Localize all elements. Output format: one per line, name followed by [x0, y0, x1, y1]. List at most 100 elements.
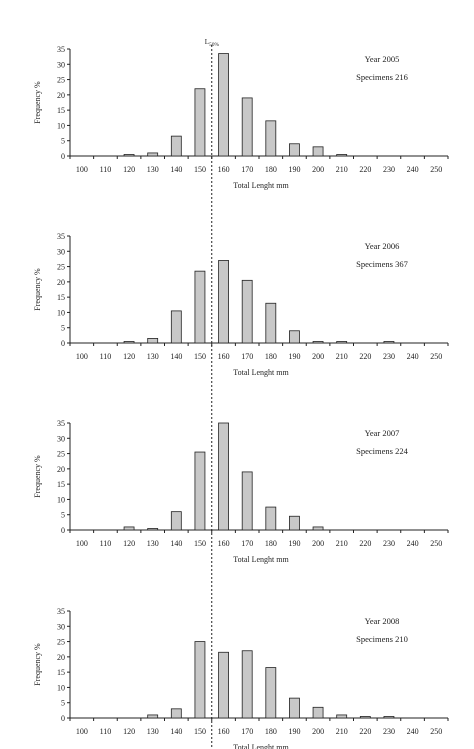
bar — [289, 330, 300, 344]
x-axis-label: Total Lenght mm — [233, 181, 289, 190]
annotation-year: Year 2006 — [365, 241, 400, 251]
y-tick-label: 15 — [57, 480, 65, 489]
x-tick-label: 180 — [265, 727, 277, 736]
x-tick-label: 230 — [383, 165, 395, 174]
x-tick-label: 180 — [265, 352, 277, 361]
y-tick-label: 0 — [61, 339, 65, 348]
bar — [218, 260, 229, 344]
bar — [336, 714, 348, 719]
x-tick-label: 110 — [100, 165, 112, 174]
x-axis-label: Total Lenght mm — [233, 368, 289, 377]
y-tick-label: 25 — [57, 76, 65, 85]
x-tick-label: 230 — [383, 727, 395, 736]
x-tick-label: 210 — [336, 727, 348, 736]
y-tick-label: 35 — [57, 419, 65, 428]
bar — [241, 471, 253, 531]
bar — [147, 528, 159, 531]
y-tick-label: 30 — [57, 622, 65, 631]
x-axis-label: Total Lenght mm — [233, 743, 289, 749]
x-tick-label: 130 — [147, 352, 159, 361]
x-tick-label: 130 — [147, 727, 159, 736]
x-tick-label: 160 — [218, 727, 230, 736]
x-tick-label: 240 — [407, 165, 419, 174]
x-tick-label: 220 — [359, 165, 371, 174]
x-tick-label: 140 — [170, 727, 182, 736]
x-tick-label: 250 — [430, 165, 442, 174]
y-tick-label: 10 — [57, 495, 65, 504]
x-tick-label: 250 — [430, 352, 442, 361]
x-tick-label: 200 — [312, 352, 324, 361]
bar — [289, 515, 300, 531]
x-tick-label: 210 — [336, 352, 348, 361]
bar — [265, 120, 277, 157]
x-tick-label: 100 — [76, 539, 88, 548]
x-tick-label: 170 — [241, 727, 253, 736]
y-tick-label: 35 — [57, 45, 65, 54]
bar — [312, 146, 324, 157]
x-tick-label: 220 — [359, 727, 371, 736]
x-tick-label: 110 — [100, 352, 112, 361]
x-tick-label: 100 — [76, 165, 88, 174]
x-tick-label: 170 — [241, 165, 253, 174]
x-tick-label: 150 — [194, 539, 206, 548]
bar — [383, 716, 395, 719]
bar — [123, 154, 135, 157]
x-tick-label: 160 — [218, 539, 230, 548]
y-tick-label: 30 — [57, 434, 65, 443]
x-tick-label: 120 — [123, 352, 135, 361]
x-tick-label: 190 — [288, 352, 300, 361]
bar — [147, 152, 159, 157]
bar — [123, 526, 135, 531]
bar — [218, 53, 229, 157]
bar — [170, 310, 182, 344]
x-tick-label: 150 — [194, 165, 206, 174]
x-tick-label: 210 — [336, 539, 348, 548]
bar — [241, 97, 253, 157]
y-tick-label: 5 — [61, 511, 65, 520]
x-tick-label: 100 — [76, 352, 88, 361]
x-tick-label: 180 — [265, 539, 277, 548]
bar — [289, 143, 300, 157]
chart-panel-3: 0 5 10 15 20 25 30 35 100 110 120 130 140 150 160 170 18… — [33, 419, 449, 564]
x-tick-label: 240 — [407, 727, 419, 736]
bar — [241, 650, 253, 719]
bar — [241, 279, 253, 344]
y-tick-label: 35 — [57, 232, 65, 241]
y-tick-label: 10 — [57, 683, 65, 692]
y-axis-label: Frequency % — [33, 81, 42, 124]
y-tick-label: 5 — [61, 324, 65, 333]
y-tick-label: 20 — [57, 465, 65, 474]
bar — [265, 506, 277, 531]
y-tick-label: 10 — [57, 308, 65, 317]
x-tick-label: 180 — [265, 165, 277, 174]
x-axis-label: Total Lenght mm — [233, 555, 289, 564]
y-tick-label: 10 — [57, 121, 65, 130]
x-tick-label: 170 — [241, 352, 253, 361]
x-tick-label: 150 — [194, 727, 206, 736]
y-tick-label: 30 — [57, 247, 65, 256]
chart-panel-1: 0 5 10 15 20 25 30 35 100 110 120 130 140 150 160 170 18… — [33, 45, 449, 190]
x-tick-label: 200 — [312, 539, 324, 548]
y-axis-label: Frequency % — [33, 268, 42, 311]
y-tick-label: 25 — [57, 263, 65, 272]
x-tick-label: 140 — [170, 539, 182, 548]
l50-label: L50% — [205, 38, 220, 48]
y-tick-label: 0 — [61, 526, 65, 535]
x-tick-label: 190 — [288, 539, 300, 548]
y-tick-label: 20 — [57, 91, 65, 100]
y-tick-label: 20 — [57, 653, 65, 662]
x-tick-label: 210 — [336, 165, 348, 174]
y-tick-label: 5 — [61, 137, 65, 146]
bar — [147, 714, 159, 719]
y-tick-label: 15 — [57, 293, 65, 302]
x-tick-label: 230 — [383, 539, 395, 548]
y-tick-label: 30 — [57, 60, 65, 69]
annotation-year: Year 2008 — [365, 616, 400, 626]
y-tick-label: 25 — [57, 450, 65, 459]
bar — [194, 270, 206, 344]
y-tick-label: 35 — [57, 607, 65, 616]
annotation-year: Year 2005 — [365, 54, 400, 64]
x-tick-label: 140 — [170, 165, 182, 174]
x-tick-label: 200 — [312, 165, 324, 174]
